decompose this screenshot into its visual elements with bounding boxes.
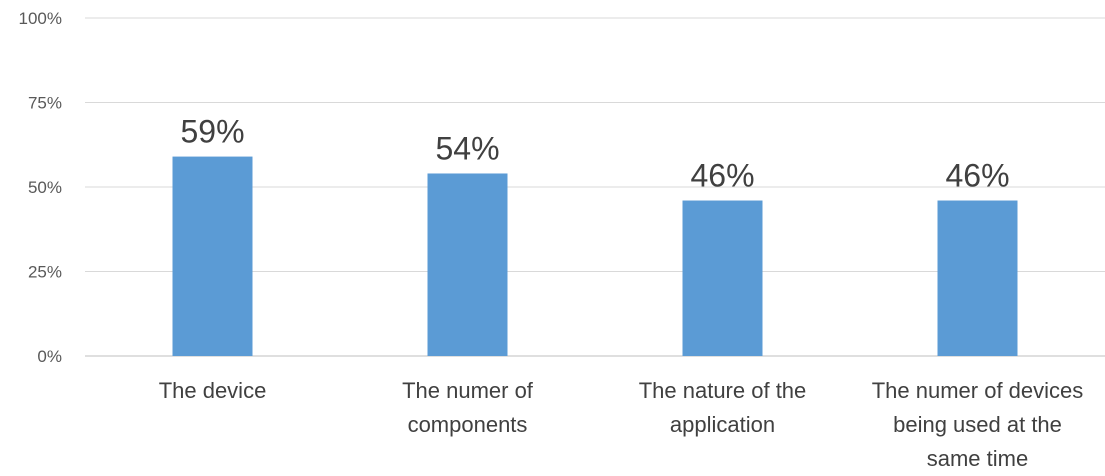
bar <box>172 156 253 356</box>
x-tick-label: The device <box>159 378 267 403</box>
y-tick-label: 25% <box>28 263 62 282</box>
x-tick-label-line: The numer of <box>402 378 534 403</box>
gridlines <box>85 17 1105 357</box>
bar-data-label: 59% <box>180 114 244 150</box>
bar <box>937 200 1018 356</box>
x-tick-label: The nature of the application <box>639 378 807 437</box>
y-tick-label: 75% <box>28 94 62 113</box>
y-axis-tick-labels: 0% 25% 50% 75% 100% <box>19 9 62 366</box>
bar-data-label: 46% <box>690 158 754 194</box>
x-tick-label-line: same time <box>927 446 1028 471</box>
bar-data-label: 54% <box>435 130 499 166</box>
bar-data-label: 46% <box>945 158 1009 194</box>
bar <box>682 200 763 356</box>
x-tick-label: The numer of devices being used at the sam… <box>872 378 1084 471</box>
data-labels: 59% 54% 46% 46% <box>180 114 1009 194</box>
x-tick-label-line: The numer of devices <box>872 378 1084 403</box>
x-tick-label-line: The nature of the <box>639 378 807 403</box>
x-tick-label-line: The device <box>159 378 267 403</box>
x-tick-label-line: components <box>408 412 528 437</box>
x-tick-label-line: being used at the <box>893 412 1062 437</box>
y-tick-label: 0% <box>37 347 62 366</box>
bars <box>172 156 1018 356</box>
y-tick-label: 100% <box>19 9 62 28</box>
x-tick-label-line: application <box>670 412 775 437</box>
y-tick-label: 50% <box>28 178 62 197</box>
bar <box>427 173 508 356</box>
x-axis-tick-labels: The device The numer of components The natu… <box>159 378 1084 471</box>
x-tick-label: The numer of components <box>402 378 534 437</box>
